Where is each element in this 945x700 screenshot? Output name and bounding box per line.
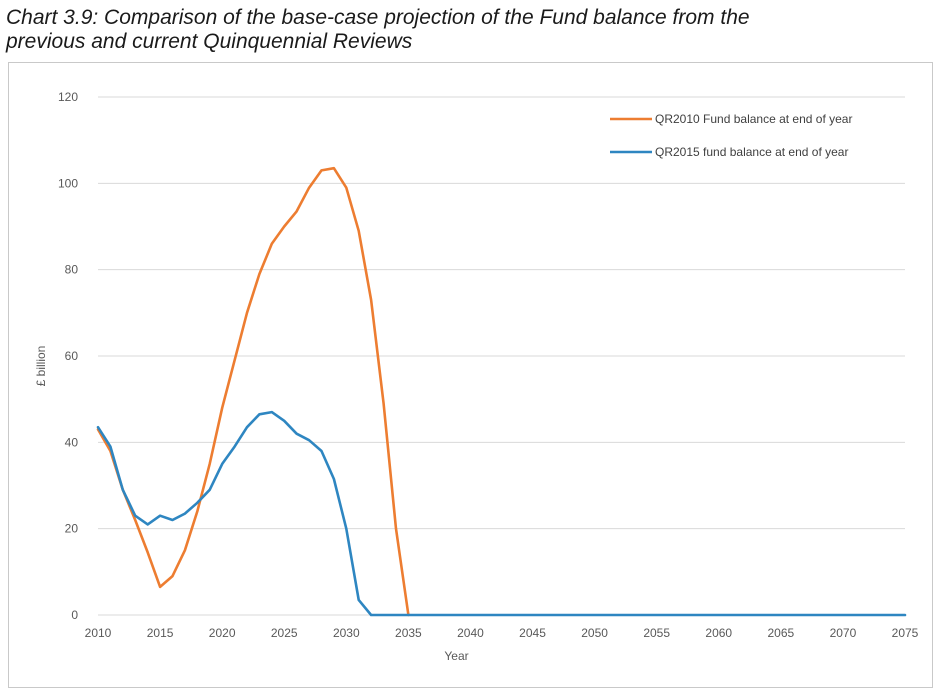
x-tick-label: 2020 — [209, 626, 236, 640]
series-line-qr2010 — [96, 166, 410, 617]
y-tick-label: 40 — [65, 435, 79, 449]
y-tick-label: 100 — [58, 176, 78, 190]
x-tick-label: 2045 — [519, 626, 546, 640]
chart-title-line-1: Chart 3.9: Comparison of the base-case p… — [6, 6, 750, 29]
x-tick-label: 2070 — [830, 626, 857, 640]
x-tick-label: 2040 — [457, 626, 484, 640]
y-tick-label: 60 — [65, 349, 79, 363]
x-tick-label: 2060 — [705, 626, 732, 640]
y-axis-title: £ billion — [34, 346, 48, 387]
legend-label: QR2010 Fund balance at end of year — [655, 112, 852, 126]
chart-title: Chart 3.9: Comparison of the base-case p… — [6, 6, 936, 54]
legend-label: QR2015 fund balance at end of year — [655, 145, 848, 159]
x-tick-label: 2050 — [581, 626, 608, 640]
y-tick-label: 20 — [65, 522, 79, 536]
series-line-qr2015 — [96, 410, 907, 617]
y-tick-label: 0 — [71, 608, 78, 622]
x-tick-label: 2065 — [767, 626, 794, 640]
chart-title-line-2: previous and current Quinquennial Review… — [6, 30, 413, 53]
x-tick-label: 2025 — [271, 626, 298, 640]
x-tick-label: 2055 — [643, 626, 670, 640]
y-tick-label: 120 — [58, 90, 78, 104]
x-tick-label: 2030 — [333, 626, 360, 640]
x-tick-label: 2075 — [892, 626, 919, 640]
x-tick-label: 2015 — [147, 626, 174, 640]
x-tick-label: 2035 — [395, 626, 422, 640]
x-axis-title: Year — [444, 649, 468, 663]
x-tick-label: 2010 — [85, 626, 112, 640]
y-tick-label: 80 — [65, 263, 79, 277]
